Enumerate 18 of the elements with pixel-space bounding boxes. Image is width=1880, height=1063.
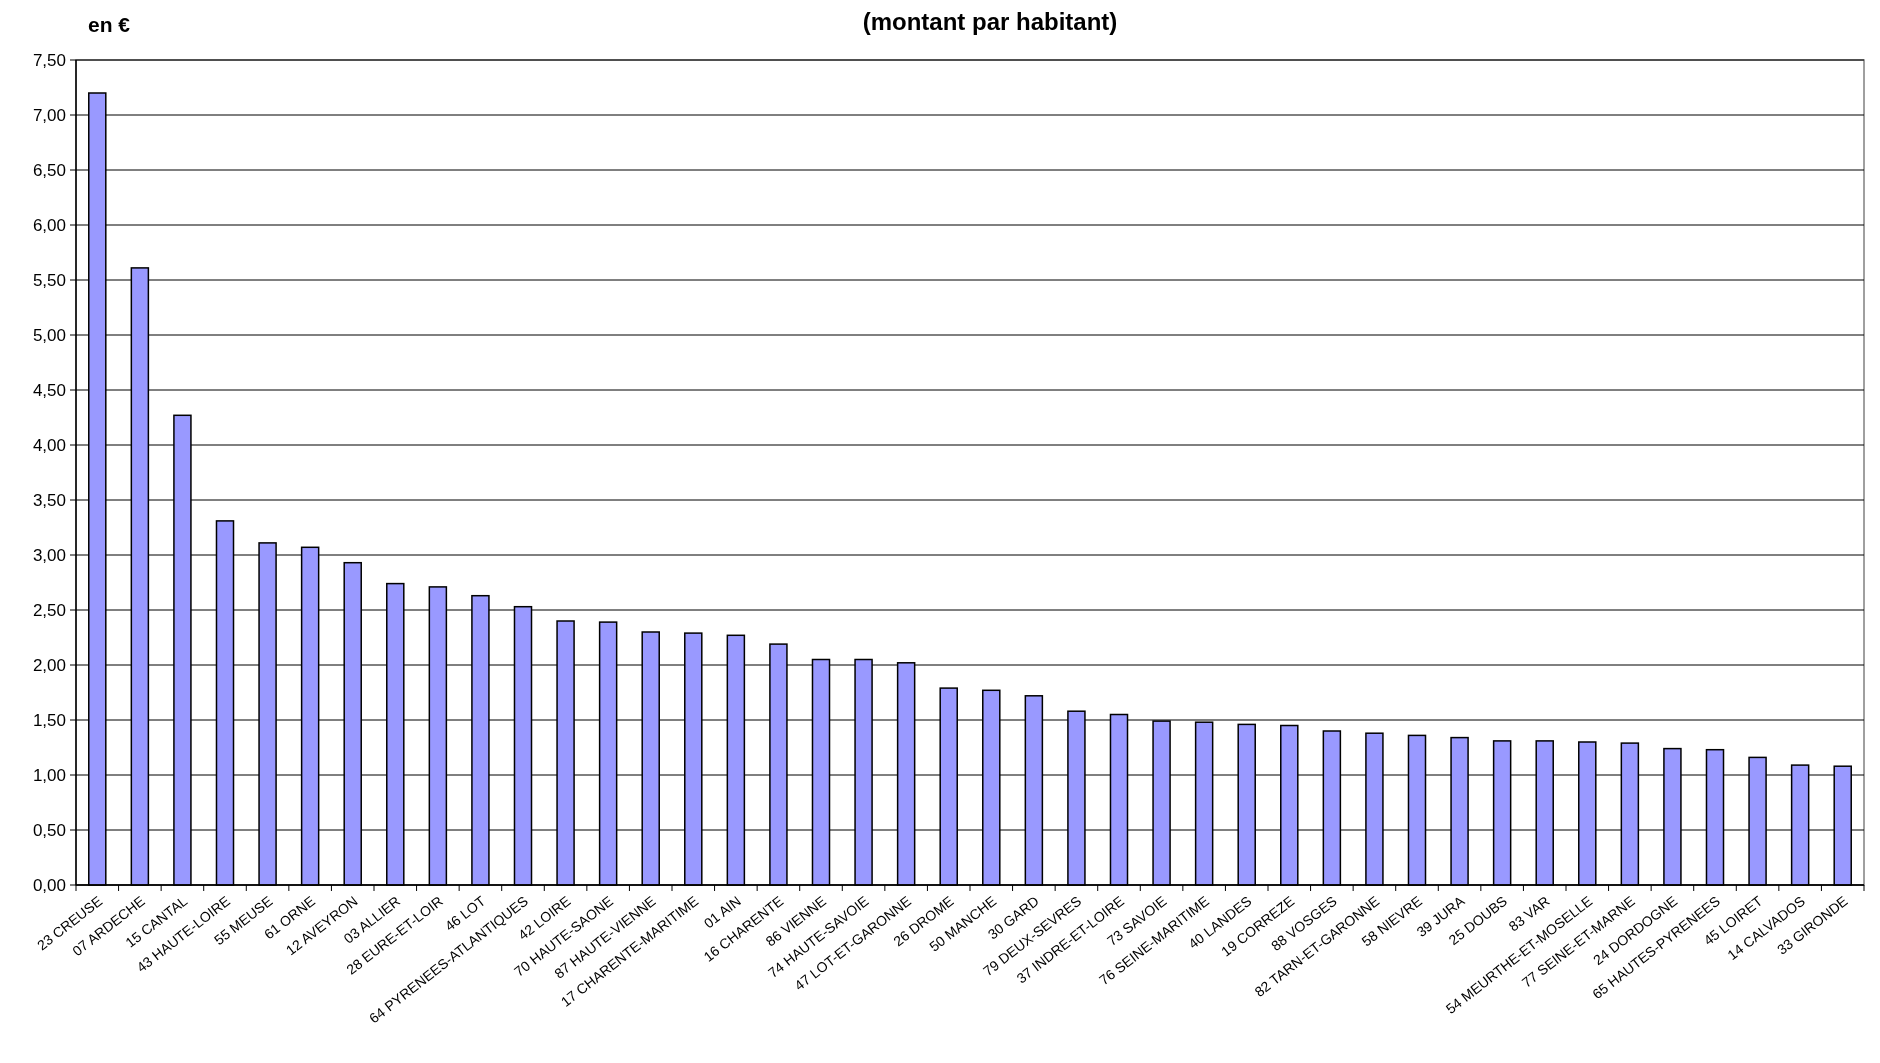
y-tick-label: 5,00: [32, 325, 66, 345]
y-tick-label: 1,50: [32, 710, 66, 730]
y-tick-label: 4,50: [32, 380, 66, 400]
y-tick-label: 3,50: [32, 490, 66, 510]
y-tick-label: 6,50: [32, 160, 66, 180]
y-tick-label: 6,00: [32, 215, 66, 235]
y-tick-label: 4,00: [32, 435, 66, 455]
y-axis-title: en €: [88, 13, 131, 36]
y-tick-label: 0,50: [32, 820, 66, 840]
y-tick-label: 1,00: [32, 765, 66, 785]
y-tick-label: 2,50: [32, 600, 66, 620]
y-tick-label: 3,00: [32, 545, 66, 565]
y-tick-label: 5,50: [32, 270, 66, 290]
y-tick-label: 7,00: [32, 105, 66, 125]
y-tick-label: 7,50: [32, 50, 66, 70]
y-tick-label: 2,00: [32, 655, 66, 675]
chart-title: (montant par habitant): [862, 8, 1118, 35]
y-tick-label: 0,00: [32, 875, 66, 895]
